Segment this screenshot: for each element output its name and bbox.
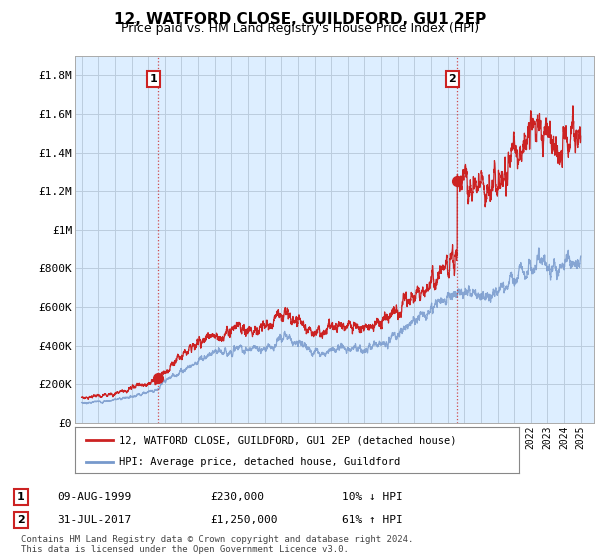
Text: 2: 2 <box>448 74 456 84</box>
Text: 1: 1 <box>149 74 157 84</box>
Text: Price paid vs. HM Land Registry's House Price Index (HPI): Price paid vs. HM Land Registry's House … <box>121 22 479 35</box>
Text: 10% ↓ HPI: 10% ↓ HPI <box>342 492 403 502</box>
Text: £1,250,000: £1,250,000 <box>210 515 277 525</box>
Text: £230,000: £230,000 <box>210 492 264 502</box>
Text: 1: 1 <box>17 492 25 502</box>
Text: 61% ↑ HPI: 61% ↑ HPI <box>342 515 403 525</box>
Text: 12, WATFORD CLOSE, GUILDFORD, GU1 2EP: 12, WATFORD CLOSE, GUILDFORD, GU1 2EP <box>114 12 486 27</box>
Text: 2: 2 <box>17 515 25 525</box>
Text: 12, WATFORD CLOSE, GUILDFORD, GU1 2EP (detached house): 12, WATFORD CLOSE, GUILDFORD, GU1 2EP (d… <box>119 435 457 445</box>
Text: 31-JUL-2017: 31-JUL-2017 <box>57 515 131 525</box>
Text: Contains HM Land Registry data © Crown copyright and database right 2024.
This d: Contains HM Land Registry data © Crown c… <box>21 535 413 554</box>
Text: 09-AUG-1999: 09-AUG-1999 <box>57 492 131 502</box>
Text: HPI: Average price, detached house, Guildford: HPI: Average price, detached house, Guil… <box>119 457 401 466</box>
